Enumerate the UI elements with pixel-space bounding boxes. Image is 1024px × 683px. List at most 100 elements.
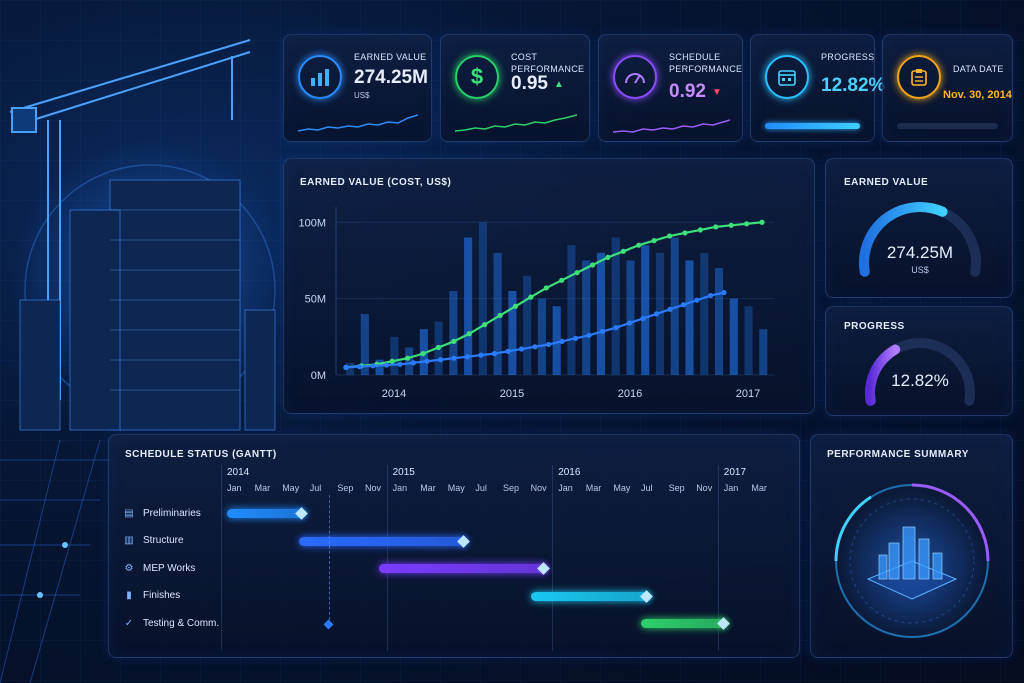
y-tick-label: 100M	[298, 217, 326, 229]
gantt-month-label: Jul	[475, 483, 487, 493]
series-point	[586, 332, 592, 338]
gantt-month-label: Nov	[696, 483, 713, 493]
series-point	[389, 358, 395, 364]
series-point	[640, 315, 646, 322]
series-point	[437, 357, 444, 363]
gantt-task-label: MEP Works	[143, 562, 196, 574]
kpi-value: 12.82%	[821, 75, 886, 96]
gantt-task-label: Testing & Comm.	[143, 617, 220, 629]
bar-chart-icon	[298, 55, 342, 99]
performance-summary-panel: PERFORMANCE SUMMARY	[810, 434, 1013, 658]
gauge-value: 274.25M	[886, 243, 954, 262]
gantt-month-label: Sep	[337, 483, 354, 493]
series-point	[543, 285, 549, 291]
check-circle-icon: ✓	[124, 617, 134, 629]
series-point	[574, 270, 580, 276]
x-tick-label: 2014	[382, 388, 406, 400]
series-point	[620, 248, 626, 254]
chart-bar	[626, 260, 635, 375]
chart-bar	[449, 291, 458, 375]
trend-up-icon: ▲	[553, 78, 564, 90]
series-point	[713, 224, 719, 230]
gantt-task-row[interactable]: ▤ Preliminaries	[123, 507, 201, 519]
clipboard-icon	[897, 55, 941, 99]
series-point	[482, 322, 488, 328]
gantt-bar[interactable]	[227, 509, 302, 518]
chart-bar	[346, 362, 355, 375]
building-icon	[19, 179, 276, 431]
series-point	[512, 303, 519, 309]
gauge-fill	[859, 202, 948, 277]
date-bar-track	[897, 123, 998, 129]
kpi-cost-performance[interactable]: $ COST PERFORMANCE 0.95 ▲	[440, 34, 590, 142]
kpi-earned-value[interactable]: EARNED VALUE 274.25M US$	[283, 34, 432, 142]
gear-icon: ⚙	[124, 562, 134, 574]
series-point	[518, 346, 525, 352]
chart-bar	[508, 291, 517, 375]
gantt-bar[interactable]	[641, 619, 724, 628]
earned-value-gauge	[859, 202, 981, 277]
gantt-task-row[interactable]: ⚙ MEP Works	[123, 562, 196, 574]
gantt-task-label: Preliminaries	[143, 507, 201, 519]
series-point	[653, 311, 660, 317]
gantt-year-divider	[552, 465, 554, 651]
series-point	[667, 306, 673, 312]
earned-value-chart: 0M 50M 100M 2014 2015 2016 2017	[298, 207, 774, 400]
gantt-task-row[interactable]: ▮ Finishes	[123, 590, 180, 602]
series-point	[559, 338, 565, 344]
chart-bar	[478, 222, 487, 375]
kpi-label: SCHEDULE PERFORMANCE	[669, 52, 743, 74]
gantt-year-divider	[221, 465, 222, 651]
gantt-year-label: 2014	[227, 467, 250, 478]
kpi-unit: US$	[354, 91, 370, 100]
gantt-year-label: 2015	[392, 467, 415, 478]
series-point	[666, 233, 673, 239]
series-point	[532, 344, 538, 350]
series-point	[491, 351, 498, 357]
series-point	[680, 302, 687, 308]
gantt-year-divider	[386, 465, 388, 651]
gantt-task-row[interactable]: ✓ Testing & Comm.	[123, 617, 219, 629]
series-point	[528, 294, 534, 300]
gantt-task-row[interactable]: ▥ Structure	[123, 535, 183, 547]
chart-bar	[744, 306, 753, 375]
gantt-year-label: 2016	[558, 467, 581, 478]
series-point	[383, 362, 390, 368]
gantt-month-label: Mar	[751, 483, 767, 493]
kpi-schedule-performance[interactable]: SCHEDULE PERFORMANCE 0.92 ▼	[598, 34, 743, 142]
trend-down-icon: ▼	[711, 86, 722, 98]
series-point	[694, 297, 700, 303]
chart-bar	[582, 260, 591, 375]
gantt-bar[interactable]	[378, 564, 545, 573]
series-point	[466, 331, 472, 337]
chart-bar	[464, 237, 473, 375]
kpi-data-date[interactable]: DATA DATE Nov. 30, 2014	[882, 34, 1013, 142]
gantt-month-label: May	[447, 483, 465, 493]
gantt-bar[interactable]	[298, 536, 465, 546]
gantt-month-label: Jan	[227, 483, 242, 493]
chart-bar	[552, 306, 561, 375]
gauge-unit: US$	[911, 265, 929, 275]
kpi-progress[interactable]: PROGRESS 12.82%	[750, 34, 885, 142]
gantt-month-label: Jul	[309, 483, 322, 493]
calendar-icon	[765, 55, 809, 99]
gantt-month-label: May	[613, 483, 631, 493]
series-point	[759, 219, 765, 225]
gantt-month-label: Jul	[641, 483, 653, 493]
gantt-bar[interactable]	[530, 591, 647, 601]
crane-icon	[9, 39, 251, 400]
chart-bar	[655, 252, 665, 375]
construction-illustration	[0, 39, 280, 683]
series-point	[435, 344, 442, 351]
gantt-month-label: Sep	[668, 483, 685, 493]
gantt-month-label: May	[282, 483, 300, 493]
chart-bar	[596, 252, 606, 375]
kpi-label: COST PERFORMANCE	[511, 52, 585, 74]
progress-gauge-panel: PROGRESS 12.82%	[825, 306, 1013, 416]
series-point	[721, 289, 727, 296]
gauge-fill	[865, 344, 901, 406]
x-tick-label: 2016	[618, 388, 642, 400]
series-point	[405, 355, 411, 361]
series-point	[343, 364, 349, 370]
chart-bar	[375, 359, 384, 375]
